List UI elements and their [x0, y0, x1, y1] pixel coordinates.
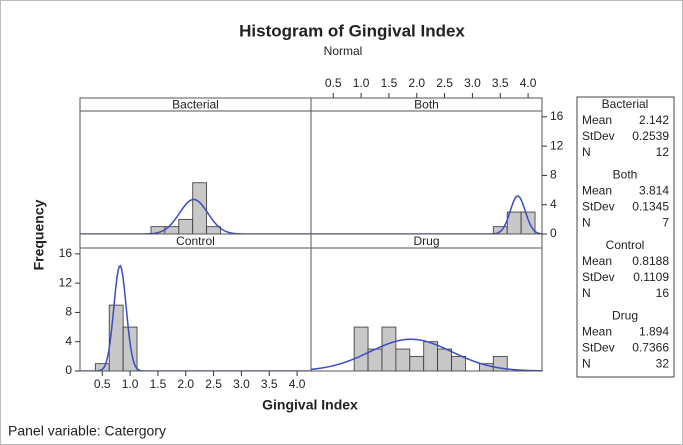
y-axis-label: Frequency — [31, 199, 47, 270]
y-tick-label: 16 — [59, 246, 73, 260]
x-tick-label: 0.5 — [94, 377, 111, 391]
bar — [520, 211, 536, 234]
y-tick-label: 4 — [65, 334, 72, 348]
y-tick-label: 4 — [550, 197, 557, 211]
y-tick-label: 8 — [550, 168, 557, 182]
bar — [437, 348, 452, 371]
stats-group: Control — [606, 238, 645, 252]
x-tick-label: 2.5 — [205, 377, 222, 391]
stats-value: 3.814 — [639, 184, 669, 198]
stats-label: StDev — [582, 270, 615, 284]
stats-group: Bacterial — [602, 97, 649, 111]
stats-value: 0.7366 — [632, 341, 669, 355]
stats-value: 0.8188 — [632, 254, 669, 268]
y-tick-label: 12 — [550, 138, 564, 152]
stats-value: 0.1345 — [632, 200, 669, 214]
stats-value: 1.894 — [639, 325, 669, 339]
y-tick-label: 0 — [550, 226, 557, 240]
stats-label: Mean — [582, 254, 612, 268]
x-tick-label: 3.5 — [261, 377, 278, 391]
y-tick-label: 12 — [59, 275, 73, 289]
x-tick-label: 4.0 — [520, 76, 537, 90]
x-axis-label: Gingival Index — [262, 397, 358, 413]
bar — [423, 341, 439, 371]
stats-group: Drug — [612, 309, 638, 323]
x-tick-label: 2.0 — [408, 76, 425, 90]
stats-box — [576, 96, 675, 378]
panel-title: Control — [176, 234, 215, 248]
x-tick-label: 1.5 — [381, 76, 398, 90]
bar — [451, 355, 466, 371]
fit-curve — [311, 338, 542, 371]
fit-curve — [80, 198, 311, 234]
stats-group: Both — [613, 168, 638, 182]
chart-title: Histogram of Gingival Index — [239, 21, 465, 40]
x-tick-label: 3.0 — [233, 377, 250, 391]
panel-title: Drug — [413, 234, 439, 248]
x-tick-label: 1.0 — [353, 76, 370, 90]
stats-label: StDev — [582, 129, 615, 143]
x-tick-label: 2.0 — [177, 377, 194, 391]
stats-label: N — [582, 145, 591, 159]
x-tick-label: 2.5 — [436, 76, 453, 90]
x-tick-label: 4.0 — [289, 377, 306, 391]
bar — [206, 226, 221, 234]
bar — [395, 348, 411, 371]
bar — [192, 182, 208, 234]
chart-subtitle: Normal — [324, 44, 363, 58]
stats-value: 0.1109 — [633, 270, 669, 284]
stats-label: Mean — [582, 184, 612, 198]
x-tick-label: 1.5 — [150, 377, 167, 391]
stats-label: N — [582, 286, 591, 300]
x-tick-label: 0.5 — [325, 76, 342, 90]
stats-value: 16 — [656, 286, 670, 300]
stats-value: 2.142 — [639, 113, 669, 127]
stats-label: Mean — [582, 113, 612, 127]
footer: Panel variable: Catergory — [8, 423, 166, 439]
fit-curve — [80, 264, 311, 371]
x-tick-label: 3.5 — [492, 76, 509, 90]
stats-label: N — [582, 357, 591, 371]
bar — [381, 326, 397, 371]
bar — [353, 326, 369, 371]
stats-value: 12 — [656, 145, 670, 159]
y-tick-label: 8 — [65, 305, 72, 319]
stats-value: 0.2539 — [632, 129, 669, 143]
stats-value: 32 — [656, 357, 670, 371]
panel-frame — [310, 247, 543, 372]
x-tick-label: 3.0 — [464, 76, 481, 90]
bar — [409, 355, 425, 371]
y-tick-label: 16 — [550, 109, 564, 123]
stats-label: Mean — [582, 325, 612, 339]
y-tick-label: 0 — [65, 363, 72, 377]
panel-title: Bacterial — [172, 98, 219, 112]
stats-label: StDev — [582, 200, 615, 214]
stats-label: StDev — [582, 341, 615, 355]
x-tick-label: 1.0 — [122, 377, 139, 391]
fit-curve — [311, 195, 542, 234]
stats-value: 7 — [662, 216, 669, 230]
bar — [178, 218, 194, 234]
stats-label: N — [582, 216, 591, 230]
panel-title: Both — [414, 98, 439, 112]
